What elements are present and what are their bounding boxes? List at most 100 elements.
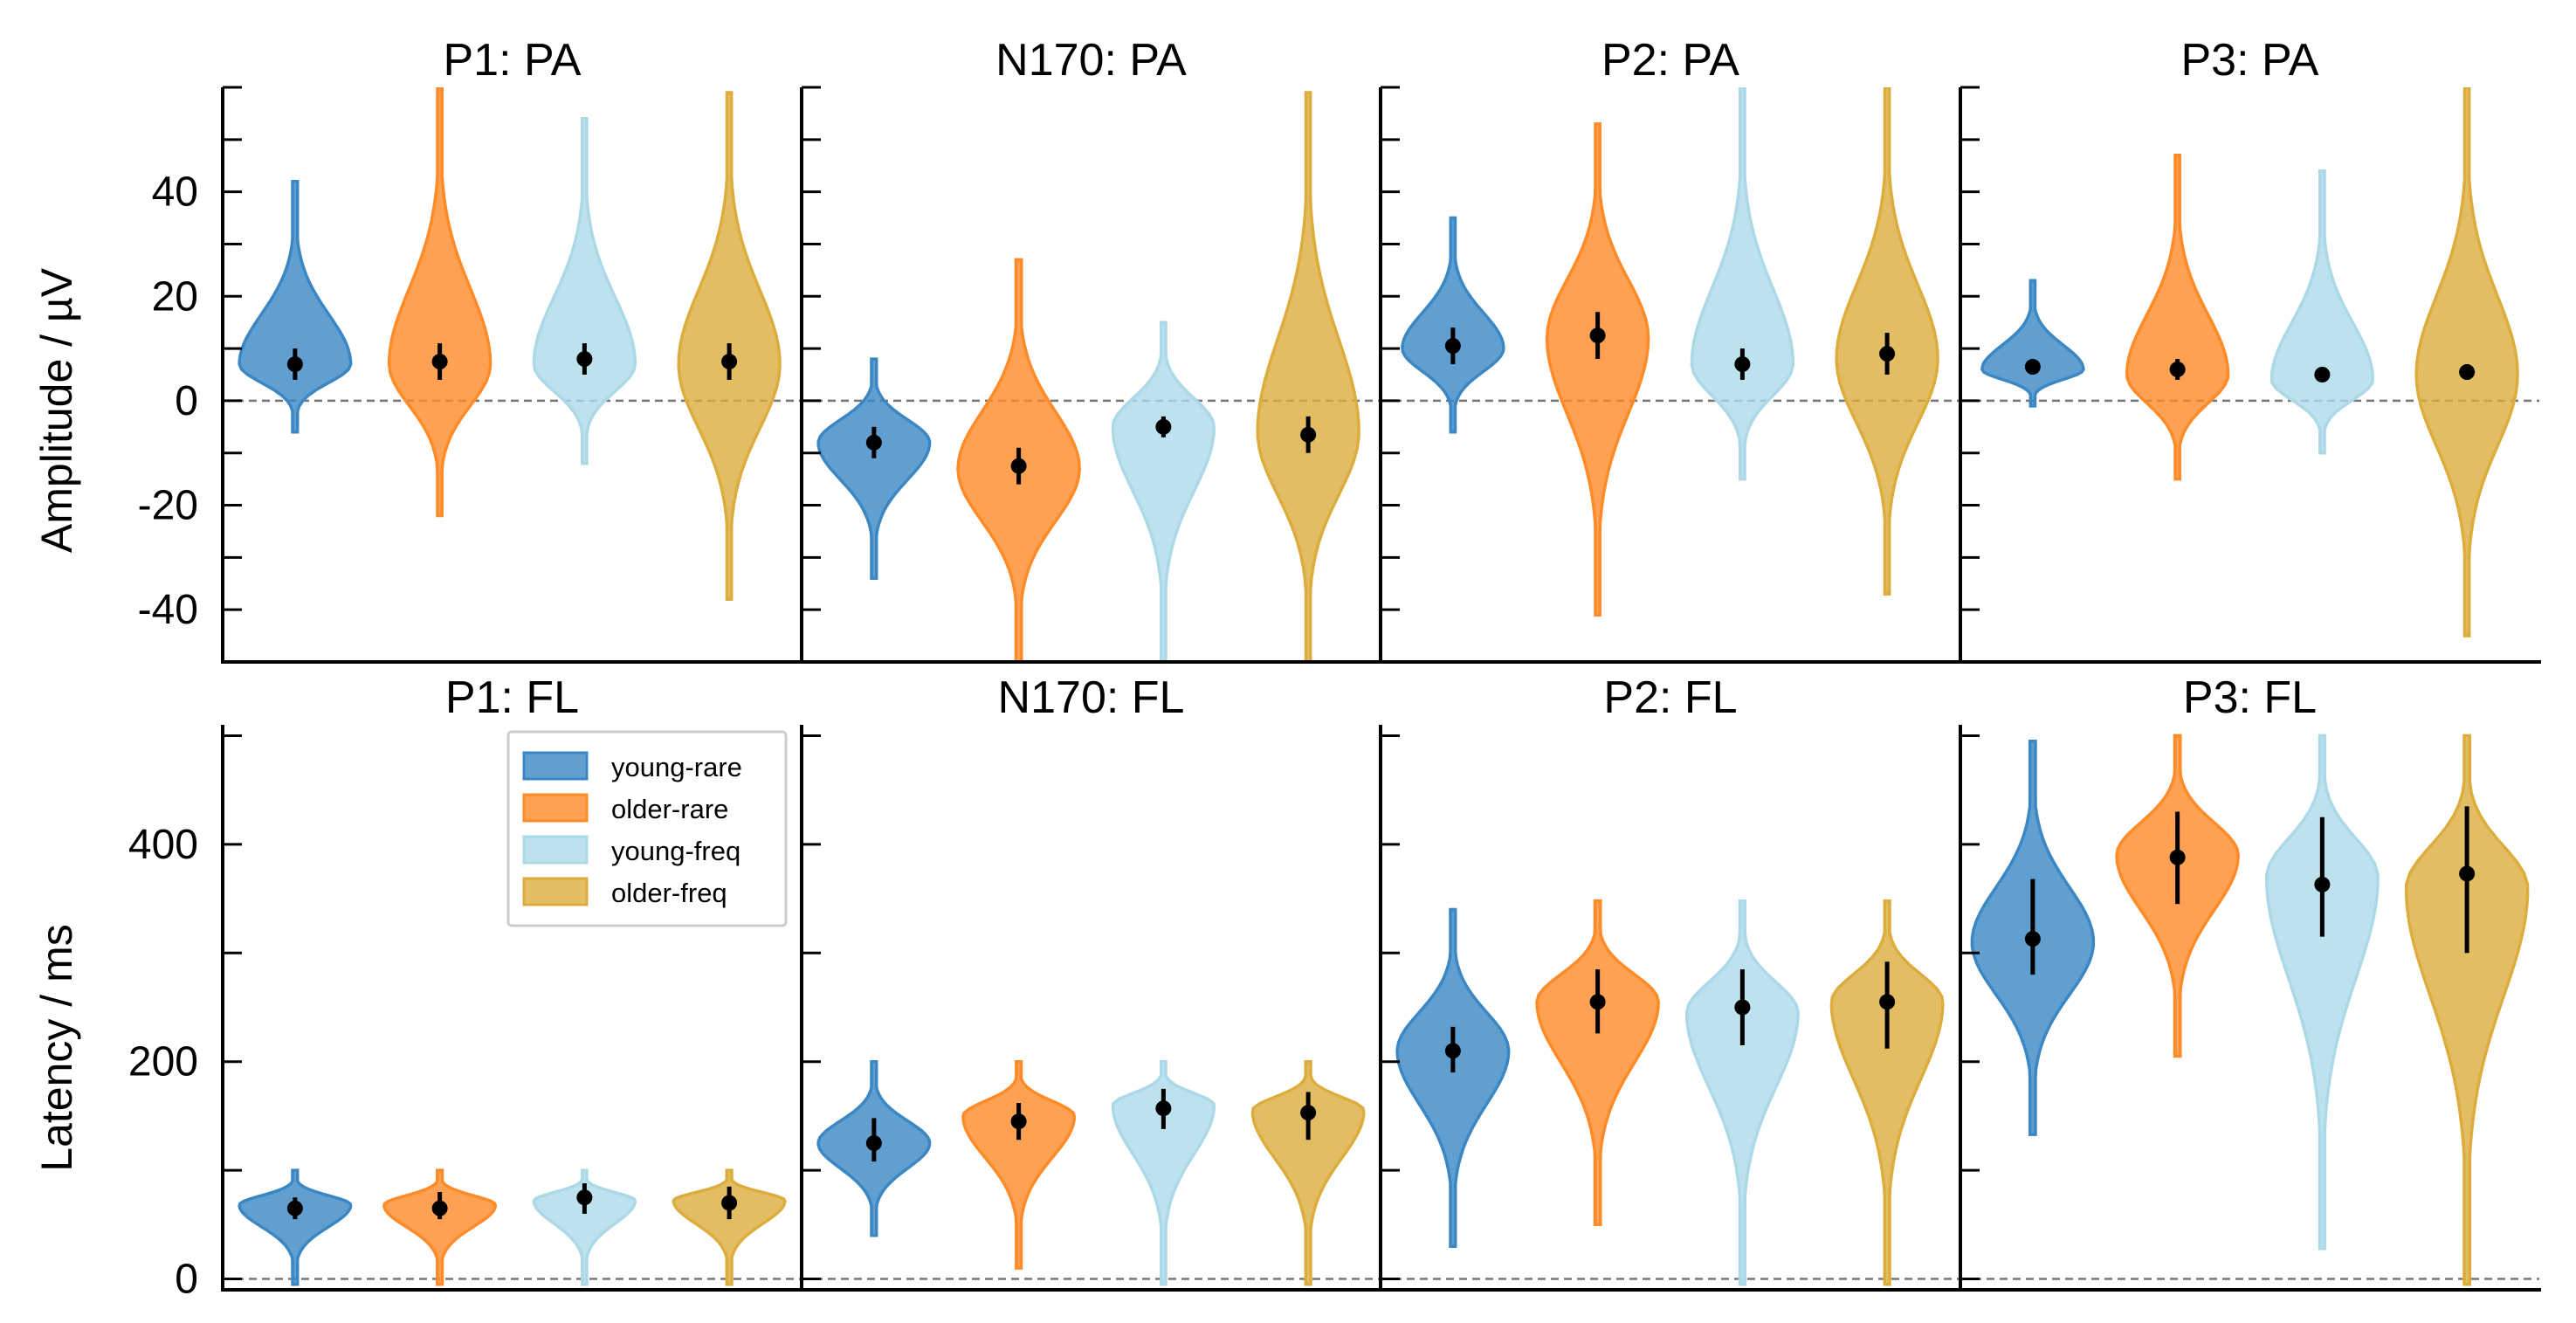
mean-point-older-rare [1010, 458, 1027, 474]
violin-older-freq [1829, 899, 1945, 1286]
plot-area [223, 87, 802, 601]
mean-point-young-rare [2024, 359, 2041, 376]
legend-label-older-freq: older-freq [611, 878, 727, 908]
plot-area [802, 1059, 1381, 1286]
mean-point-young-rare [865, 1135, 882, 1152]
violin-older-rare [1535, 899, 1660, 1227]
panel-title: N170: FL [998, 672, 1185, 723]
mean-point-young-freq [1155, 1100, 1172, 1117]
panel-title: P1: FL [445, 672, 579, 723]
violin-young-freq [2269, 169, 2375, 455]
panel-title: P3: FL [2183, 672, 2317, 723]
violin-older-rare [2125, 154, 2230, 481]
mean-point-older-freq [2459, 865, 2476, 882]
violin-young-freq [1111, 1059, 1216, 1286]
y-tick-label: 200 [128, 1039, 198, 1085]
violin-older-freq [2414, 87, 2519, 637]
violin-young-freq [1690, 87, 1795, 481]
violin-older-rare [1545, 122, 1650, 617]
y-axis-label-amplitude: Amplitude / µV [32, 267, 81, 553]
violin-young-freq [2264, 734, 2380, 1251]
legend-swatch-older-rare [522, 793, 589, 823]
legend-swatch-young-freq [522, 835, 589, 865]
plot-area [1960, 734, 2539, 1286]
mean-point-young-freq [1155, 418, 1172, 435]
violin-young-freq [532, 117, 637, 465]
panel-p1-fl: P1: FL 0 200 400 [128, 672, 803, 1303]
mean-point-older-freq [1300, 1105, 1317, 1121]
legend-label-young-rare: young-rare [611, 752, 742, 782]
violin-young-rare [238, 179, 353, 434]
mean-point-young-rare [286, 356, 303, 373]
y-tick-label: 40 [152, 169, 198, 216]
plot-area [223, 1168, 802, 1286]
y-tick-label: -20 [138, 483, 198, 529]
plot-area [1960, 87, 2539, 637]
y-tick-label: 400 [128, 822, 198, 868]
mean-point-older-rare [2169, 362, 2186, 378]
plot-area [1381, 87, 1960, 617]
mean-point-older-freq [1300, 426, 1317, 443]
violin-older-freq [1250, 1059, 1366, 1286]
panel-title: N170: PA [995, 35, 1187, 86]
panel-p3-pa: P3: PA [1959, 35, 2541, 664]
mean-point-young-freq [576, 351, 593, 368]
mean-point-young-freq [2314, 367, 2331, 382]
plot-area [802, 91, 1381, 662]
mean-point-older-rare [1010, 1113, 1027, 1130]
y-axis-label-latency: Latency / ms [32, 924, 81, 1171]
mean-point-young-rare [865, 434, 882, 451]
panel-p1-pa: P1: PA -40 -20 0 20 40 [138, 35, 803, 664]
legend-swatch-older-freq [522, 877, 589, 906]
violin-young-rare [816, 357, 932, 581]
legend-entry-older-freq: older-freq [522, 877, 727, 908]
panel-p3-fl: P3: FL [1959, 672, 2541, 1292]
legend-entry-older-rare: older-rare [522, 793, 728, 824]
panel-p2-pa: P2: PA [1379, 35, 1962, 664]
panel-n170-pa: N170: PA [800, 35, 1382, 664]
mean-point-young-rare [1444, 338, 1461, 355]
mean-point-older-rare [431, 354, 448, 370]
violin-young-rare [1395, 907, 1511, 1248]
panel-title: P2: FL [1603, 672, 1737, 723]
mean-point-young-freq [576, 1189, 593, 1206]
violin-young-freq [532, 1168, 637, 1286]
legend-swatch-young-rare [522, 751, 589, 781]
violin-older-rare [387, 87, 492, 518]
violin-young-rare [238, 1168, 353, 1286]
legend-entry-young-freq: young-freq [522, 835, 740, 866]
y-tick-label: 0 [175, 378, 198, 424]
mean-point-older-freq [2459, 364, 2476, 381]
legend: young-rare older-rare young-freq older-freq [506, 730, 788, 927]
panel-title: P1: PA [443, 35, 581, 86]
panel-n170-fl: N170: FL [800, 672, 1382, 1292]
legend-label-older-rare: older-rare [611, 794, 728, 824]
panel-title: P3: PA [2180, 35, 2318, 86]
mean-point-older-rare [431, 1200, 448, 1216]
mean-point-young-freq [1734, 999, 1751, 1016]
y-tick-label: 20 [152, 273, 198, 320]
mean-point-young-rare [286, 1200, 303, 1216]
mean-point-young-freq [1734, 356, 1751, 373]
violin-young-freq [1111, 320, 1216, 662]
mean-point-older-rare [1589, 327, 1606, 344]
mean-point-older-freq [1879, 994, 1896, 1010]
mean-point-young-rare [2024, 931, 2041, 947]
mean-point-older-rare [1589, 994, 1606, 1010]
plot-area [1381, 899, 1960, 1286]
violin-older-freq [1256, 91, 1360, 662]
violin-young-freq [1684, 899, 1800, 1286]
mean-point-young-rare [1444, 1043, 1461, 1059]
mean-point-older-freq [721, 354, 738, 370]
violin-older-rare [961, 1059, 1077, 1270]
y-tick-label: 0 [175, 1257, 198, 1303]
violin-older-freq [2404, 734, 2530, 1286]
mean-point-older-freq [1879, 346, 1896, 362]
mean-point-older-rare [2169, 849, 2186, 865]
violin-young-rare [1401, 216, 1505, 434]
panel-title: P2: PA [1601, 35, 1739, 86]
mean-point-young-freq [2314, 876, 2331, 892]
mean-point-older-freq [721, 1195, 738, 1211]
violin-young-rare [1980, 279, 2085, 408]
